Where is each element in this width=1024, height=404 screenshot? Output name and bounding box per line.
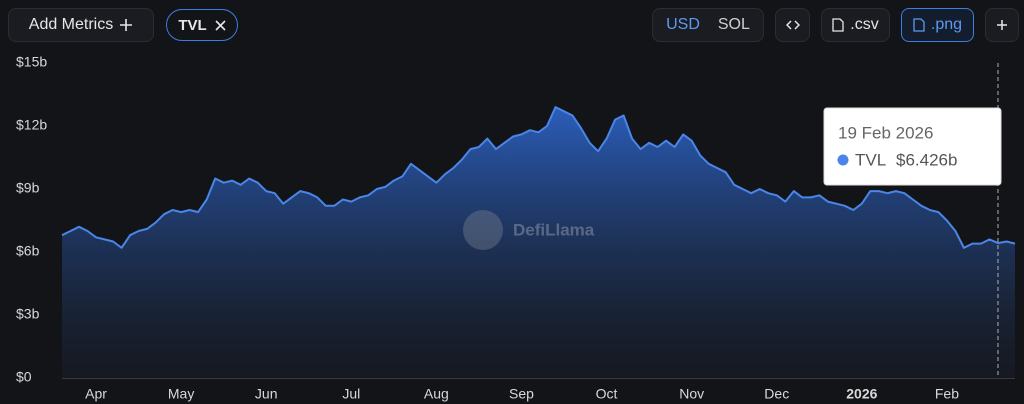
y-tick-label: $6b xyxy=(16,243,40,259)
y-tick-label: $12b xyxy=(16,117,47,133)
currency-option[interactable]: SOL xyxy=(717,16,750,33)
tooltip-date: 19 Feb 2026 xyxy=(838,123,933,142)
tooltip-series: TVL xyxy=(855,150,886,169)
x-tick-label: Dec xyxy=(764,386,789,402)
csv-button[interactable]: .csv xyxy=(821,8,890,42)
x-tick-label: Oct xyxy=(596,386,618,402)
x-tick-label: 2026 xyxy=(846,386,877,402)
metric-chip[interactable]: TVL xyxy=(166,9,238,41)
add-metrics-label: Add Metrics xyxy=(28,16,114,33)
add-metrics-button[interactable]: Add Metrics xyxy=(8,8,154,42)
file-icon xyxy=(832,18,844,32)
currency-toggle: USD SOL xyxy=(652,8,764,42)
x-tick-label: May xyxy=(168,386,194,402)
x-tick-label: Aug xyxy=(424,386,449,402)
x-tick-label: Jul xyxy=(342,386,360,402)
tooltip-value: $6.426b xyxy=(896,150,957,169)
plus-icon xyxy=(997,20,1007,30)
plus-icon xyxy=(120,19,133,31)
file-icon xyxy=(913,18,925,32)
add-chart-button[interactable] xyxy=(985,8,1019,42)
png-button[interactable]: .png xyxy=(901,8,974,42)
chip-label: TVL xyxy=(178,16,207,34)
x-tick-label: Feb xyxy=(935,386,959,402)
line xyxy=(61,106,1016,249)
y-tick-label: $9b xyxy=(16,180,40,196)
png-label: .png xyxy=(930,16,963,33)
x-tick-label: Apr xyxy=(85,386,107,402)
currency-option[interactable]: USD xyxy=(666,16,700,33)
x-tick-label: Jun xyxy=(255,386,278,402)
tooltip-dot xyxy=(837,154,849,166)
y-tick-label: $3b xyxy=(16,306,40,322)
y-tick-label: $15b xyxy=(16,54,47,70)
watermark-text: DefiLlama xyxy=(513,220,595,239)
embed-button[interactable] xyxy=(775,8,810,42)
x-tick-label: Sep xyxy=(509,386,534,402)
watermark: DefiLlama xyxy=(463,210,595,250)
code-icon xyxy=(785,20,800,30)
tooltip-box xyxy=(823,107,1002,186)
tooltip: 19 Feb 2026 TVL $6.426b xyxy=(823,107,1002,186)
csv-label: .csv xyxy=(850,16,879,33)
y-tick-label: $0 xyxy=(16,369,32,385)
close-icon xyxy=(215,19,226,31)
area-fill xyxy=(62,107,1015,378)
x-tick-label: Nov xyxy=(679,386,704,402)
